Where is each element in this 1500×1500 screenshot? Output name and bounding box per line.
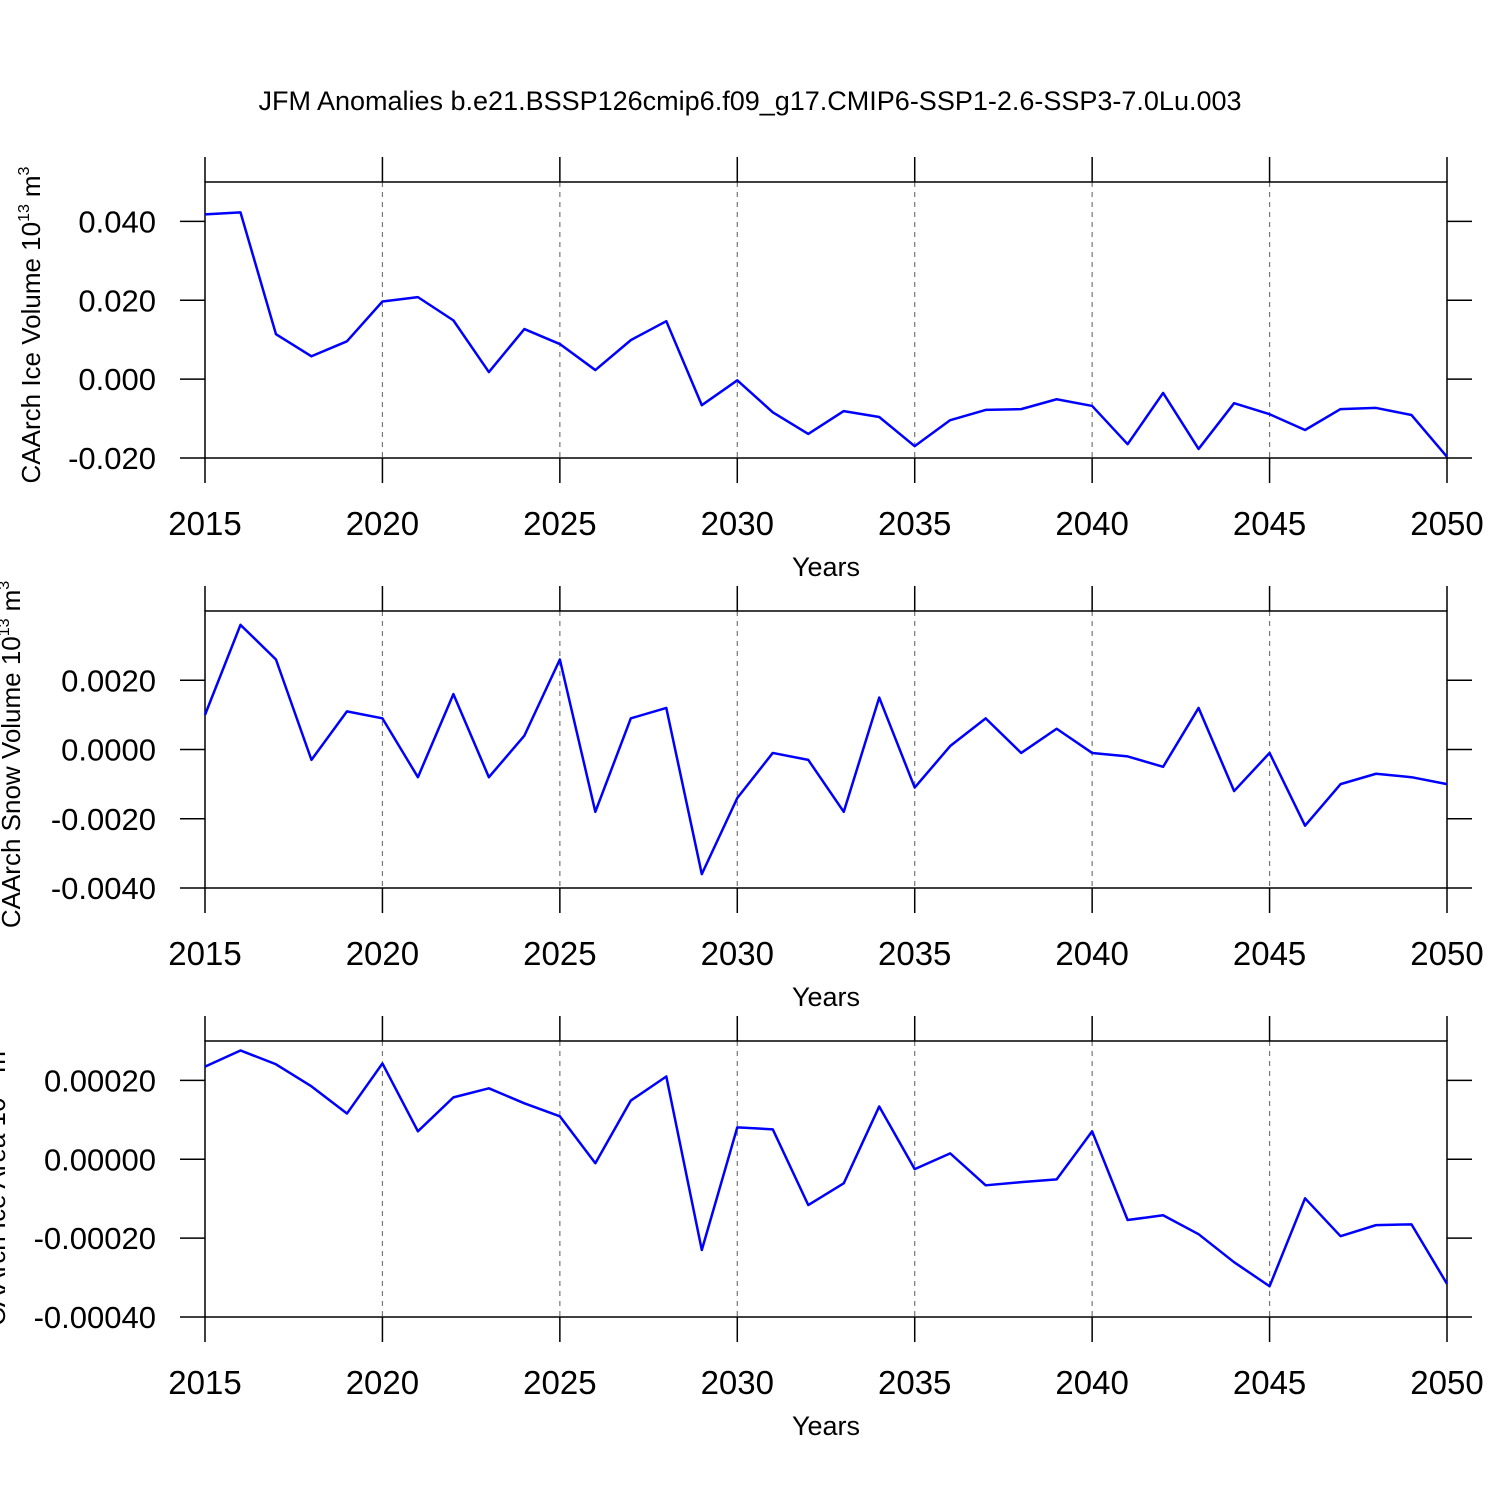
y-label-unit: m xyxy=(0,590,26,612)
x-tick-label: 2030 xyxy=(701,505,774,542)
x-tick-label: 2030 xyxy=(701,1364,774,1401)
x-tick-label: 2050 xyxy=(1410,505,1483,542)
y-tick-label: 0.020 xyxy=(78,283,156,318)
x-axis-label: Years xyxy=(792,1411,860,1441)
x-tick-label: 2045 xyxy=(1233,935,1306,972)
x-tick-label: 2025 xyxy=(523,505,596,542)
y-axis-label: CAArch Ice Area 1013m2 xyxy=(0,1042,11,1326)
x-tick-label: 2015 xyxy=(168,1364,241,1401)
x-tick-label: 2040 xyxy=(1055,935,1128,972)
x-tick-label: 2035 xyxy=(878,935,951,972)
y-axis-label: CAArch Ice Volume 1013 m3 xyxy=(16,166,46,483)
x-tick-label: 2015 xyxy=(168,935,241,972)
y-tick-label: 0.040 xyxy=(78,204,156,239)
x-tick-label: 2035 xyxy=(878,1364,951,1401)
x-tick-label: 2045 xyxy=(1233,505,1306,542)
y-tick-label: 0.0020 xyxy=(61,663,156,698)
x-tick-label: 2035 xyxy=(878,505,951,542)
y-tick-label: 0.000 xyxy=(78,362,156,397)
data-line xyxy=(204,211,1448,458)
y-tick-label: -0.0020 xyxy=(51,802,156,837)
x-tick-label: 2020 xyxy=(346,505,419,542)
plot-frame xyxy=(204,181,1448,459)
plot-frame xyxy=(204,610,1448,889)
y-tick-label: 0.0000 xyxy=(61,733,156,768)
y-tick-label: 0.00020 xyxy=(44,1063,156,1098)
y-label-unit: m xyxy=(16,175,46,197)
plot-frame xyxy=(204,1040,1448,1318)
x-tick-label: 2020 xyxy=(346,1364,419,1401)
y-label-exponent: 13 xyxy=(16,204,33,222)
y-label-text: CAArch Ice Area 10 xyxy=(0,1098,11,1326)
x-tick-label: 2020 xyxy=(346,935,419,972)
x-tick-label: 2040 xyxy=(1055,505,1128,542)
y-label-text: CAArch Ice Volume 10 xyxy=(16,222,46,484)
y-tick-label: -0.00040 xyxy=(34,1300,156,1335)
x-tick-label: 2045 xyxy=(1233,1364,1306,1401)
y-label-unit-exponent: 3 xyxy=(16,166,33,175)
x-tick-label: 2050 xyxy=(1410,1364,1483,1401)
x-tick-label: 2050 xyxy=(1410,935,1483,972)
data-line xyxy=(203,623,1448,876)
chart-title: JFM Anomalies b.e21.BSSP126cmip6.f09_g17… xyxy=(258,86,1241,116)
x-tick-label: 2030 xyxy=(701,935,774,972)
x-axis-label: Years xyxy=(792,982,860,1012)
y-label-text: CAArch Snow Volume 10 xyxy=(0,636,26,928)
y-axis-label: CAArch Snow Volume 1013 m3 xyxy=(0,581,26,928)
y-tick-label: -0.020 xyxy=(68,441,156,476)
data-line xyxy=(204,1049,1449,1288)
x-tick-label: 2025 xyxy=(523,1364,596,1401)
x-axis-label: Years xyxy=(792,552,860,582)
y-tick-label: 0.00000 xyxy=(44,1142,156,1177)
y-label-unit-exponent: 3 xyxy=(0,581,13,590)
y-tick-label: -0.0040 xyxy=(51,871,156,906)
y-label-exponent: 13 xyxy=(0,618,13,636)
y-tick-label: -0.00020 xyxy=(34,1221,156,1256)
x-tick-label: 2025 xyxy=(523,935,596,972)
y-label-unit: m xyxy=(0,1051,11,1073)
x-tick-label: 2040 xyxy=(1055,1364,1128,1401)
x-tick-label: 2015 xyxy=(168,505,241,542)
